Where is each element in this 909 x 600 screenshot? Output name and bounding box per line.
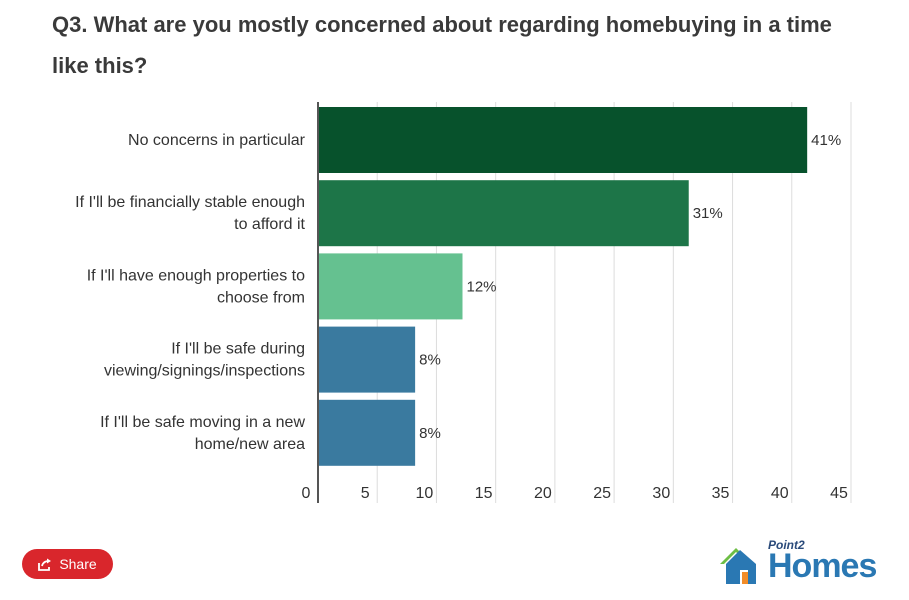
share-label: Share [59, 556, 97, 572]
x-tick-label: 10 [416, 485, 434, 502]
value-label: 12% [467, 278, 497, 295]
x-tick-label: 25 [593, 485, 611, 502]
value-label: 8% [419, 425, 441, 442]
logo-small-text: Point2 [768, 538, 805, 552]
bar [318, 399, 416, 466]
point2homes-logo: Point2 Homes [716, 538, 886, 588]
category-label: If I'll have enough properties to [87, 267, 305, 284]
chart-title: Q3. What are you mostly concerned about … [52, 12, 832, 78]
share-icon [38, 558, 52, 571]
x-tick-label: 5 [361, 485, 370, 502]
share-button[interactable]: Share [22, 549, 113, 579]
category-label: to afford it [234, 216, 305, 233]
category-label: No concerns in particular [128, 132, 306, 149]
x-tick-label: 15 [475, 485, 493, 502]
x-tick-label: 40 [771, 485, 789, 502]
x-tick-label: 20 [534, 485, 552, 502]
bar [318, 107, 808, 173]
bar-chart: No concerns in particular If I'll be fina… [75, 102, 852, 503]
x-tick-label: 35 [712, 485, 730, 502]
bars [318, 107, 808, 466]
category-label: If I'll be financially stable enough [75, 194, 305, 211]
category-label: choose from [217, 289, 305, 306]
x-tick-labels: 0 5 10 15 20 25 30 35 40 45 [302, 485, 848, 502]
category-labels: No concerns in particular If I'll be fina… [75, 132, 306, 453]
category-label: viewing/signings/inspections [104, 363, 305, 380]
category-label: home/new area [195, 436, 305, 453]
value-labels: 41% 31% 12% 8% 8% [419, 132, 841, 442]
bar [318, 180, 689, 247]
house-icon [720, 548, 756, 584]
logo-main-text: Homes [768, 547, 877, 585]
value-label: 41% [811, 132, 841, 149]
value-label: 31% [693, 205, 723, 222]
bar [318, 326, 416, 393]
x-tick-label: 45 [830, 485, 848, 502]
value-label: 8% [419, 352, 441, 369]
x-tick-label: 0 [302, 485, 311, 502]
bar [318, 253, 463, 320]
category-label: If I'll be safe moving in a new [100, 414, 305, 431]
category-label: If I'll be safe during [171, 341, 305, 358]
x-tick-label: 30 [652, 485, 670, 502]
